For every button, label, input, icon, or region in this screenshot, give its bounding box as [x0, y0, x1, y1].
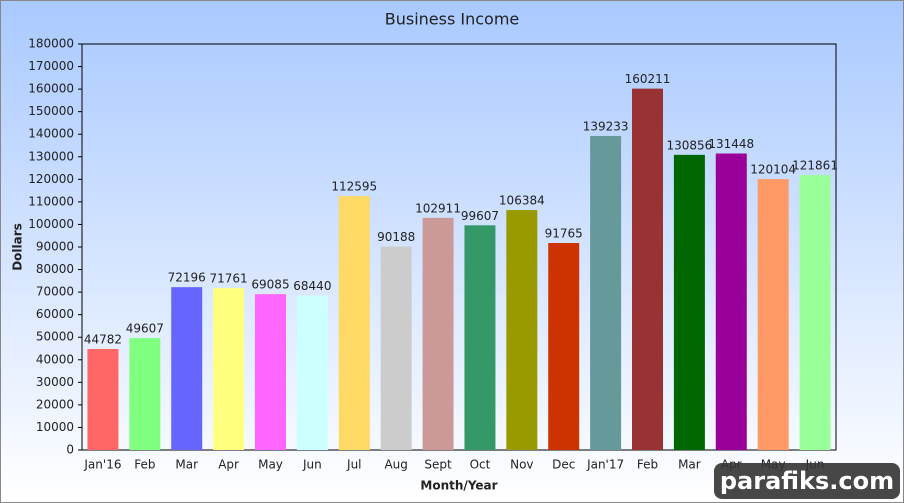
y-tick-label: 20000 — [36, 397, 74, 411]
bar — [632, 88, 663, 450]
bar — [422, 217, 454, 450]
x-tick-label: Nov — [510, 458, 533, 472]
y-tick-label: 80000 — [36, 262, 74, 276]
x-tick-label: Jul — [346, 458, 361, 472]
bar — [757, 179, 789, 450]
y-tick-label: 150000 — [28, 104, 74, 118]
y-tick-label: 90000 — [36, 240, 74, 254]
chart-title: Business Income — [385, 10, 520, 29]
value-label: 160211 — [625, 72, 671, 86]
x-tick-label: Sept — [424, 458, 452, 472]
bar — [590, 135, 622, 450]
bar — [171, 287, 203, 450]
bar — [255, 294, 286, 450]
bar — [464, 225, 496, 450]
value-label: 102911 — [415, 201, 461, 215]
value-label: 69085 — [251, 278, 289, 292]
x-tick-label: Mar — [678, 458, 701, 472]
value-label: 131448 — [708, 137, 754, 151]
x-tick-label: May — [258, 458, 283, 472]
y-tick-label: 130000 — [28, 149, 74, 163]
x-tick-label: Jun — [302, 458, 322, 472]
value-label: 72196 — [168, 271, 206, 285]
bar — [296, 295, 328, 450]
y-tick-label: 120000 — [28, 172, 74, 186]
bar — [548, 243, 580, 450]
value-label: 99607 — [461, 209, 499, 223]
value-label: 44782 — [84, 332, 122, 346]
y-tick-label: 40000 — [36, 352, 74, 366]
y-tick-label: 170000 — [28, 59, 74, 73]
bar — [799, 175, 831, 450]
y-tick-label: 70000 — [36, 285, 74, 299]
y-axis-label: Dollars — [11, 223, 25, 271]
x-tick-label: Jan'16 — [83, 458, 121, 472]
value-label: 121861 — [792, 159, 838, 173]
y-tick-label: 100000 — [28, 217, 74, 231]
y-tick-label: 160000 — [28, 82, 74, 96]
x-tick-label: Mar — [175, 458, 198, 472]
x-axis-label: Month/Year — [420, 479, 497, 493]
y-tick-label: 110000 — [28, 194, 74, 208]
x-tick-label: Apr — [218, 458, 239, 472]
x-tick-label: Feb — [637, 458, 658, 472]
x-tick-label: Dec — [552, 458, 575, 472]
value-label: 68440 — [293, 279, 331, 293]
bar — [715, 153, 747, 451]
watermark-box: parafiks.com — [714, 463, 900, 499]
bar — [673, 154, 705, 450]
value-label: 130856 — [666, 138, 712, 152]
value-label: 120104 — [750, 163, 796, 177]
x-tick-label: Feb — [134, 458, 155, 472]
bar — [213, 288, 245, 450]
bar — [87, 348, 119, 450]
y-tick-label: 60000 — [36, 307, 74, 321]
x-tick-label: Jan'17 — [586, 458, 624, 472]
bar — [506, 210, 538, 450]
y-tick-label: 10000 — [36, 420, 74, 434]
value-label: 112595 — [331, 180, 377, 194]
x-tick-label: Aug — [384, 458, 407, 472]
y-tick-label: 50000 — [36, 330, 74, 344]
bar — [338, 196, 370, 450]
bar — [129, 338, 161, 450]
value-label: 90188 — [377, 230, 415, 244]
y-tick-label: 140000 — [28, 127, 74, 141]
y-tick-label: 180000 — [28, 37, 74, 51]
value-label: 91765 — [545, 227, 583, 241]
watermark: parafiks.com — [720, 467, 894, 495]
bar — [380, 246, 412, 450]
value-label: 106384 — [499, 194, 545, 208]
value-label: 49607 — [126, 322, 164, 336]
y-tick-label: 30000 — [36, 375, 74, 389]
x-tick-label: Oct — [470, 458, 491, 472]
y-tick-label: 0 — [66, 443, 74, 457]
value-label: 71761 — [210, 272, 248, 286]
value-label: 139233 — [583, 119, 629, 133]
